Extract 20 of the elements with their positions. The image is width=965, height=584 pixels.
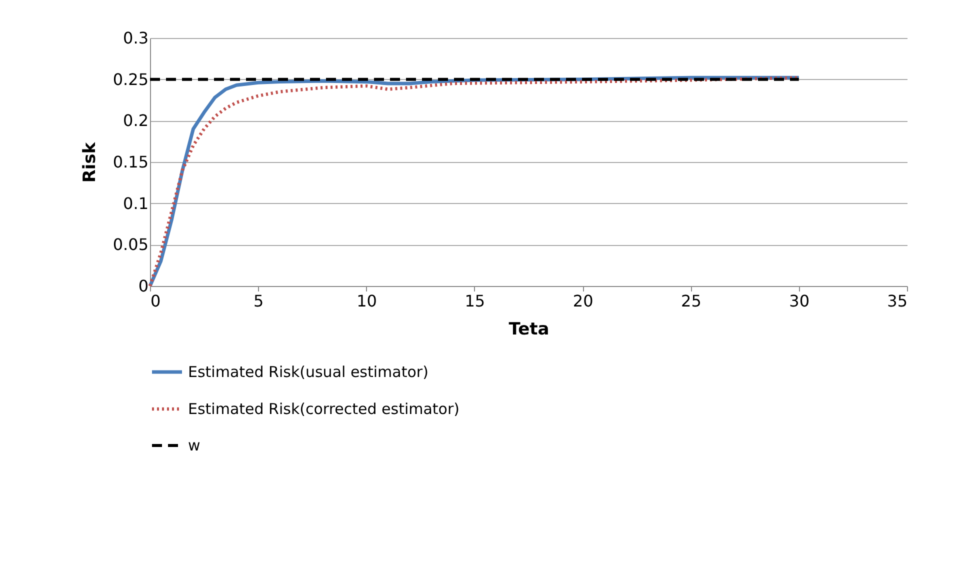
y-tick-label: 0 <box>138 276 148 296</box>
y-axis-title: Risk <box>80 142 100 183</box>
legend-label: Estimated Risk(usual estimator) <box>188 363 428 381</box>
x-tick-label: 20 <box>572 292 594 310</box>
y-tick-label: 0.3 <box>123 28 148 48</box>
legend-label: Estimated Risk(corrected estimator) <box>188 400 460 418</box>
x-axis-title: Teta <box>508 320 550 340</box>
y-tick-label: 0.25 <box>112 70 148 89</box>
x-tick-label: 30 <box>789 292 810 310</box>
y-tick-label: 0.1 <box>123 194 148 213</box>
x-tick-label: 10 <box>356 292 377 310</box>
legend-label: w <box>188 436 200 454</box>
x-tick-label: 35 <box>887 292 908 310</box>
x-tick-label: 0 <box>150 292 161 310</box>
x-tick-label: 15 <box>464 292 486 310</box>
y-tick-label: 0.05 <box>112 235 148 254</box>
y-tick-label: 0.15 <box>112 152 148 172</box>
x-tick-label: 25 <box>681 292 702 310</box>
x-tick-label: 5 <box>254 292 264 310</box>
y-tick-label: 0.2 <box>123 111 148 130</box>
